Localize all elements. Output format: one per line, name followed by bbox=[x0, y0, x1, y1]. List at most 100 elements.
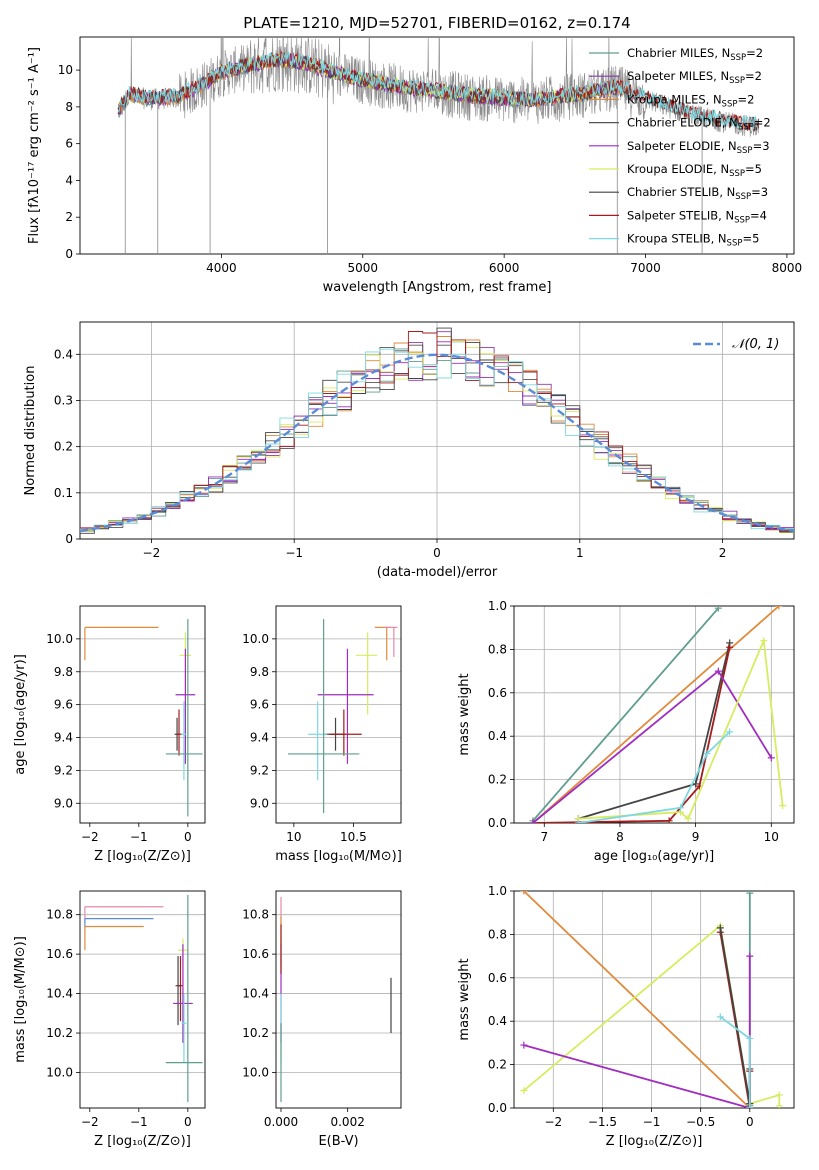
series-line bbox=[523, 891, 751, 1108]
y-tick-label: 0.1 bbox=[54, 486, 73, 500]
mass-vs-ebv-points bbox=[280, 896, 392, 1103]
x-tick-label: −1 bbox=[643, 1115, 661, 1129]
x-tick-label: 0 bbox=[433, 546, 441, 560]
age-vs-Z-xlabel: Z [log₁₀(Z/Z⊙)] bbox=[94, 849, 191, 864]
x-tick-label: 0 bbox=[184, 830, 192, 844]
weight-vs-Z-axes: −2 −1.5 −1 −0.5 0 0.0 0.2 0.4 0.6 0.8 1.0 Z [log₁₀(… bbox=[457, 884, 795, 1149]
x-tick-label: 4000 bbox=[206, 261, 237, 275]
series-line bbox=[719, 927, 751, 1104]
weight-vs-age-ylabel: mass weight bbox=[457, 673, 472, 755]
legend-subscript: SSP bbox=[737, 146, 753, 156]
series-line bbox=[532, 669, 773, 823]
point-marker bbox=[520, 1041, 528, 1049]
legend-value: =2 bbox=[754, 116, 771, 130]
x-tick-label: 0 bbox=[184, 1115, 192, 1129]
residual-legend: 𝒩(0, 1) bbox=[693, 337, 779, 352]
y-tick-label: 9.2 bbox=[54, 763, 73, 777]
mass-vs-Z-axes: −2 −1 0 10.0 10.2 10.4 10.6 10.8 Z [log₁₀(Z/Z⊙)]… bbox=[13, 890, 206, 1149]
y-tick-label: 0.2 bbox=[488, 773, 507, 787]
y-tick-label: 9.6 bbox=[54, 698, 73, 712]
data-point bbox=[178, 956, 183, 1022]
residuals-frame bbox=[79, 321, 795, 540]
x-tick-label: −2 bbox=[81, 1115, 99, 1129]
weight-vs-age-lines bbox=[529, 606, 787, 823]
y-tick-label: 0.4 bbox=[54, 347, 73, 361]
legend-entry: Chabrier STELIB, NSSP=3 bbox=[627, 185, 768, 202]
weight-vs-age-axes: 7 8 9 10 0.0 0.2 0.4 0.6 0.8 1.0 age [log₁₀(age/yr… bbox=[457, 599, 795, 864]
x-tick-label: 8 bbox=[616, 830, 624, 844]
mass-vs-Z-points bbox=[84, 894, 203, 1103]
residuals-xlabel: (data-model)/error bbox=[377, 565, 498, 580]
point-marker bbox=[746, 952, 754, 960]
point-marker bbox=[775, 1091, 783, 1099]
x-tick-label: −1 bbox=[130, 830, 148, 844]
point-marker bbox=[665, 817, 673, 823]
point-marker bbox=[760, 637, 768, 645]
legend-entry: Kroupa STELIB, NSSP=5 bbox=[627, 232, 759, 249]
point-marker bbox=[714, 606, 722, 612]
data-point bbox=[165, 619, 203, 817]
point-marker bbox=[779, 802, 787, 810]
x-tick-label: 0.002 bbox=[330, 1115, 364, 1129]
data-point bbox=[175, 648, 196, 764]
y-tick-label: 10.4 bbox=[242, 987, 269, 1001]
mass-vs-ebv-xlabel: E(B-V) bbox=[318, 1134, 358, 1149]
legend-entry: Chabrier ELODIE, NSSP=2 bbox=[627, 116, 771, 133]
y-tick-label: 0.8 bbox=[488, 927, 507, 941]
y-tick-label: 10.6 bbox=[46, 947, 73, 961]
data-point bbox=[173, 944, 193, 1043]
mass-vs-Z-xlabel: Z [log₁₀(Z/Z⊙)] bbox=[94, 1134, 191, 1149]
y-tick-label: 10.2 bbox=[46, 1026, 73, 1040]
y-tick-label: 0 bbox=[65, 247, 73, 261]
legend-value: =3 bbox=[751, 185, 768, 199]
legend-subscript: SSP bbox=[727, 239, 743, 249]
legend-entry: Chabrier MILES, NSSP=2 bbox=[627, 46, 763, 63]
residual-histograms bbox=[80, 327, 794, 534]
weight-vs-age-xlabel: age [log₁₀(age/yr)] bbox=[594, 849, 715, 864]
y-tick-label: 9.6 bbox=[250, 698, 269, 712]
data-point bbox=[176, 709, 182, 756]
data-point bbox=[84, 925, 144, 951]
age-vs-Z-frame bbox=[79, 605, 206, 824]
legend-entry: Kroupa ELODIE, NSSP=5 bbox=[627, 162, 762, 179]
spectrum-xlabel: wavelength [Angstrom, rest frame] bbox=[323, 280, 552, 295]
x-tick-label: −2 bbox=[544, 1115, 562, 1129]
point-marker bbox=[767, 754, 775, 762]
data-point bbox=[181, 701, 187, 781]
legend-subscript: SSP bbox=[730, 53, 746, 63]
age-vs-Z-points bbox=[84, 619, 203, 817]
data-point bbox=[308, 701, 328, 781]
y-tick-label: 0.4 bbox=[488, 729, 507, 743]
legend-subscript: SSP bbox=[734, 215, 750, 225]
y-tick-label: 9.2 bbox=[250, 763, 269, 777]
point-marker bbox=[574, 819, 582, 823]
y-tick-label: 9.4 bbox=[250, 731, 269, 745]
model-line bbox=[117, 50, 760, 131]
x-tick-label: 9 bbox=[692, 830, 700, 844]
legend-value: =5 bbox=[745, 162, 762, 176]
point-marker bbox=[775, 1102, 783, 1108]
legend-entry: 𝒩(0, 1) bbox=[732, 337, 779, 352]
y-tick-label: 9.8 bbox=[54, 665, 73, 679]
y-tick-label: 10.0 bbox=[46, 632, 73, 646]
legend-subscript: SSP bbox=[722, 99, 738, 109]
age-vs-Z-axes: −2 −1 0 9.0 9.2 9.4 9.6 9.8 10.0 Z [log₁₀(Z/Z⊙)] a… bbox=[13, 605, 206, 864]
point-marker bbox=[726, 728, 734, 736]
point-marker bbox=[529, 819, 537, 823]
point-marker bbox=[746, 1104, 754, 1108]
y-tick-label: 10.8 bbox=[242, 908, 269, 922]
point-marker bbox=[676, 804, 684, 812]
weight-vs-Z-frame bbox=[513, 890, 795, 1109]
y-tick-label: 1.0 bbox=[488, 884, 507, 898]
x-tick-label: −2 bbox=[143, 546, 161, 560]
y-tick-label: 10.0 bbox=[242, 1065, 269, 1079]
spectrum-axes: 4000 5000 6000 7000 8000 0 2 4 6 8 10 wavelength [A… bbox=[27, 36, 802, 295]
y-tick-label: 10 bbox=[58, 63, 73, 77]
x-tick-label: −1.5 bbox=[588, 1115, 617, 1129]
point-marker bbox=[520, 891, 528, 895]
data-point bbox=[287, 619, 360, 814]
normal-curve bbox=[80, 353, 794, 533]
point-marker bbox=[684, 815, 692, 823]
